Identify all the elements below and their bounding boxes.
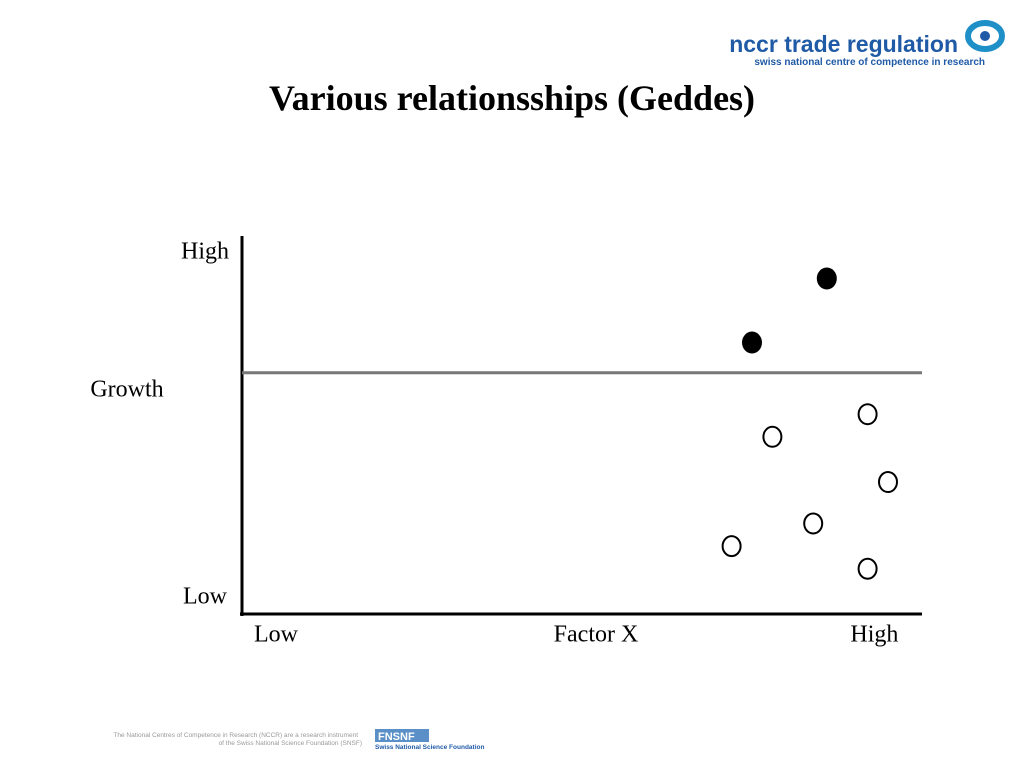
- point: [816, 267, 837, 290]
- logo-pupil: [980, 31, 990, 41]
- chart-title: Various relationsships (Geddes): [269, 78, 755, 118]
- logo-title: nccr trade regulation: [729, 31, 958, 57]
- y-tick-label: Low: [183, 584, 228, 610]
- footer-note: The National Centres of Competence in Re…: [113, 732, 358, 739]
- fund-logo-box: [375, 729, 429, 742]
- x-tick-label: Low: [254, 622, 299, 648]
- point: [742, 331, 762, 354]
- point: [721, 535, 742, 558]
- point: [857, 403, 878, 426]
- x-axis-label: Factor X: [554, 622, 639, 648]
- point: [803, 512, 824, 535]
- y-tick-label: High: [181, 239, 229, 265]
- y-axis-label: Growth: [90, 377, 163, 403]
- fund-logo: FNSNF: [378, 731, 415, 743]
- point: [762, 425, 783, 448]
- x-tick-label: High: [850, 622, 898, 648]
- logo-subtitle: swiss national centre of competence in r…: [754, 57, 985, 68]
- footer-note: of the Swiss National Science Foundation…: [219, 740, 362, 747]
- point: [857, 557, 878, 580]
- logo-eye: [965, 20, 1005, 52]
- point: [878, 471, 898, 494]
- fund-name: Swiss National Science Foundation: [375, 744, 484, 751]
